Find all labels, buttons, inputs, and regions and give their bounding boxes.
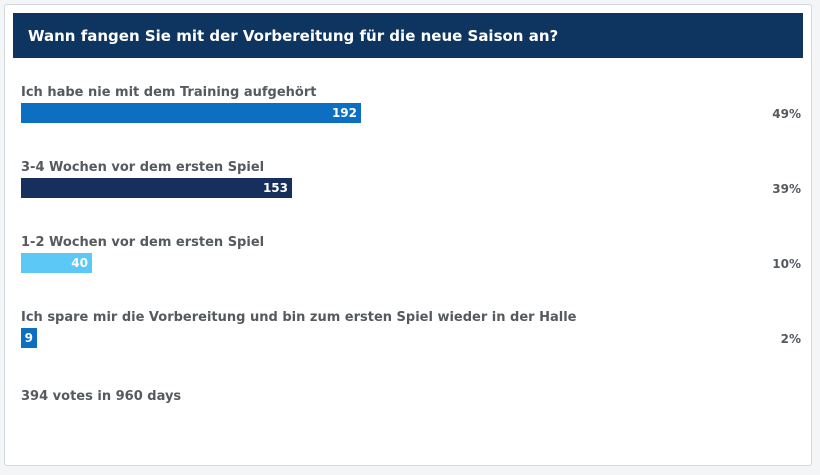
answer-percent: 39% [772, 182, 801, 196]
answer-votes: 40 [71, 256, 88, 270]
poll-card: Wann fangen Sie mit der Vorbereitung für… [4, 4, 812, 466]
answer-votes: 153 [262, 181, 288, 195]
answer-percent: 10% [772, 257, 801, 271]
answer-votes: 9 [24, 331, 33, 345]
answer-bar: 40 [21, 253, 92, 273]
answer-bar: 192 [21, 103, 361, 123]
poll-answer-3: 1-2 Wochen vor dem ersten Spiel 40 10% [21, 235, 801, 285]
answer-label: Ich spare mir die Vorbereitung und bin z… [21, 310, 577, 325]
poll-answer-2: 3-4 Wochen vor dem ersten Spiel 153 39% [21, 160, 801, 210]
answer-percent: 49% [772, 107, 801, 121]
answer-bar: 9 [21, 328, 37, 348]
poll-footer: 394 votes in 960 days [21, 389, 182, 404]
answer-label: Ich habe nie mit dem Training aufgehört [21, 85, 317, 100]
answer-label: 3-4 Wochen vor dem ersten Spiel [21, 160, 265, 175]
poll-answer-4: Ich spare mir die Vorbereitung und bin z… [21, 310, 801, 360]
answer-percent: 2% [780, 332, 801, 346]
poll-answer-1: Ich habe nie mit dem Training aufgehört … [21, 85, 801, 135]
poll-question: Wann fangen Sie mit der Vorbereitung für… [13, 13, 803, 58]
answer-label: 1-2 Wochen vor dem ersten Spiel [21, 235, 265, 250]
answer-votes: 192 [331, 106, 357, 120]
answer-bar: 153 [21, 178, 292, 198]
